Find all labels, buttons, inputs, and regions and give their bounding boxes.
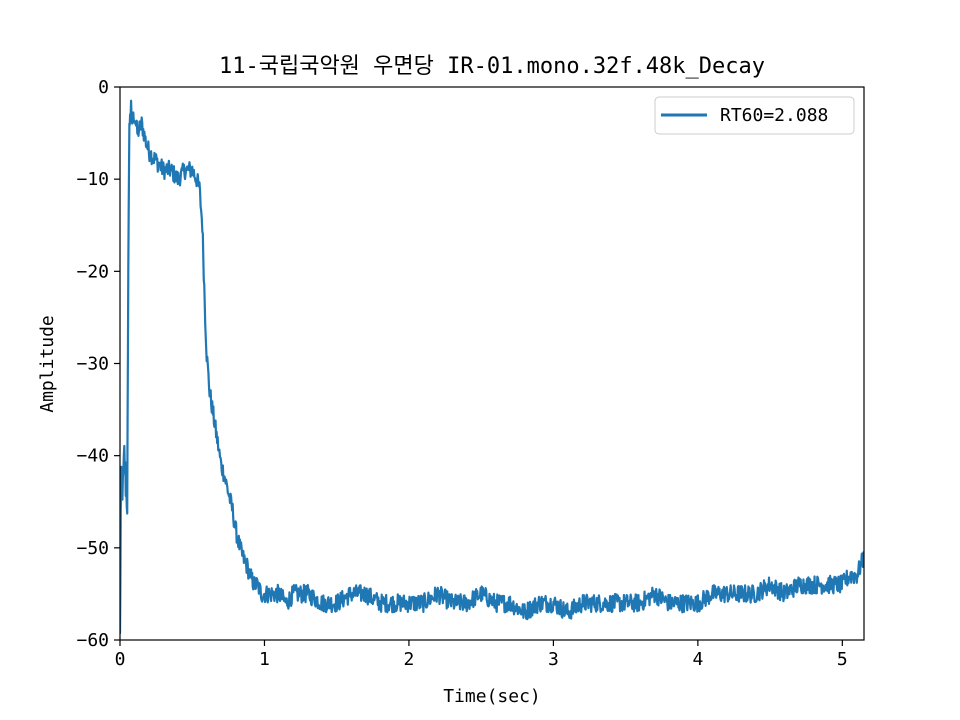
y-tick-label: −10 <box>76 169 109 190</box>
y-axis: 0 −10 −20 −30 −40 −50 −60 <box>76 77 120 651</box>
x-axis-label: Time(sec) <box>443 686 541 707</box>
y-tick-label: 0 <box>98 77 109 98</box>
series-layer <box>120 99 864 634</box>
legend-box <box>654 96 855 135</box>
series-line-0 <box>120 99 864 634</box>
x-axis: 0 1 2 3 4 5 <box>115 640 848 670</box>
plot-area <box>120 87 864 640</box>
y-tick-label: −30 <box>76 354 109 375</box>
y-tick-label: −50 <box>76 538 109 559</box>
y-tick-label: −40 <box>76 446 109 467</box>
legend: RT60=2.088 <box>654 96 855 135</box>
x-tick-label: 3 <box>548 649 559 670</box>
y-tick-label: −60 <box>76 630 109 651</box>
legend-label: RT60=2.088 <box>720 105 828 126</box>
x-tick-label: 1 <box>259 649 270 670</box>
x-tick-label: 2 <box>404 649 415 670</box>
chart-title: 11-국립국악원 우면당 IR-01.mono.32f.48k_Decay <box>219 54 765 79</box>
y-tick-label: −20 <box>76 261 109 282</box>
x-tick-label: 0 <box>115 649 126 670</box>
x-tick-label: 5 <box>837 649 848 670</box>
y-axis-label: Amplitude <box>37 315 58 413</box>
x-tick-label: 4 <box>692 649 703 670</box>
